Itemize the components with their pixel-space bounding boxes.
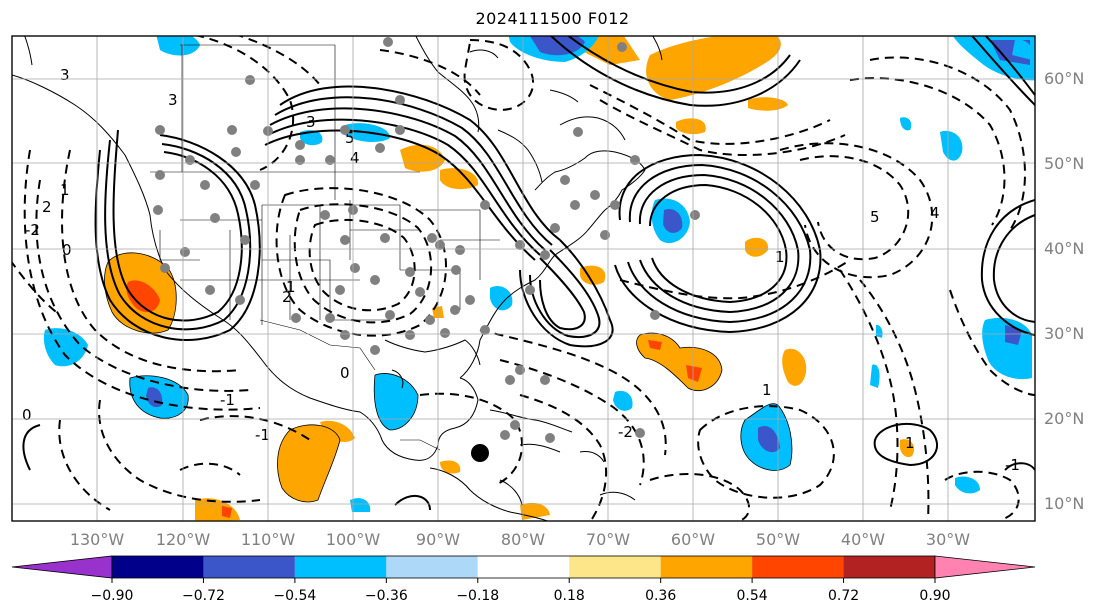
contour-label: 0 <box>22 406 32 424</box>
contour-label: 1 <box>762 381 772 399</box>
latitude-labels: 60°N 50°N 40°N 30°N 20°N 10°N <box>1044 69 1084 513</box>
contour-label: -1 <box>255 426 270 444</box>
lon-label: 30°W <box>926 530 970 549</box>
contour-label: -1 <box>1005 456 1020 474</box>
colorbar-tick-label: 0.90 <box>919 588 950 604</box>
contour-label: 1 <box>775 248 785 266</box>
longitude-labels: 130°W 120°W 110°W 100°W 90°W 80°W 70°W 6… <box>70 530 970 549</box>
lon-label: 80°W <box>501 530 545 549</box>
map-panel: 3 3 2 1 0 5 4 3 2 1 0 -1 -2 5 4 1 -2 -1 … <box>11 35 1036 522</box>
colorbar-bin <box>294 556 387 578</box>
lon-label: 110°W <box>241 530 296 549</box>
coastlines <box>12 36 663 521</box>
colorbar-tick-label: −0.36 <box>365 588 408 604</box>
contour-label: 2 <box>282 288 292 306</box>
contour-label: -2 <box>618 423 633 441</box>
colorbar-tick-label: 0.18 <box>554 588 585 604</box>
colorbar-tick-label: 0.54 <box>737 588 768 604</box>
lon-label: 90°W <box>416 530 460 549</box>
map-title: 2024111500 F012 <box>475 9 630 28</box>
contour-label: 1 <box>286 278 296 296</box>
lon-label: 70°W <box>586 530 630 549</box>
colorbar-tick-label: 0.72 <box>828 588 859 604</box>
contour-label: 5 <box>870 208 880 226</box>
contour-label: 0 <box>62 241 72 259</box>
lon-label: 50°W <box>756 530 800 549</box>
contour-labels: 3 3 2 1 0 5 4 3 2 1 0 -1 -2 5 4 1 -2 -1 … <box>22 66 1020 474</box>
gridlines <box>12 36 1035 521</box>
contour-label: 3 <box>306 113 316 131</box>
contour-label: 4 <box>350 149 360 167</box>
lat-label: 20°N <box>1044 409 1084 428</box>
colorbar-bin <box>660 556 753 578</box>
colorbar-bin <box>386 556 478 578</box>
colorbar-bin <box>477 556 570 578</box>
colorbar-bin <box>752 556 844 578</box>
colorbar-tick-label: −0.72 <box>182 588 225 604</box>
location-marker <box>471 444 489 462</box>
colorbar-under-arrow <box>11 555 113 579</box>
contour-label: 0 <box>340 364 350 382</box>
lon-label: 130°W <box>70 530 125 549</box>
lat-label: 40°N <box>1044 239 1084 258</box>
solid-contours <box>22 36 1035 511</box>
dashed-contours <box>12 36 1035 521</box>
colorbar-tick-label: −0.54 <box>273 588 316 604</box>
colorbar-bin <box>203 556 295 578</box>
lat-label: 50°N <box>1044 154 1084 173</box>
colorbar-bin <box>569 556 661 578</box>
station-markers <box>153 37 700 443</box>
lat-label: 10°N <box>1044 494 1084 513</box>
contour-label: 4 <box>930 204 940 222</box>
colorbar-bins <box>111 555 936 579</box>
colorbar-ticks: −0.90 −0.72 −0.54 −0.36 −0.18 0.18 0.36 0.54 0.7… <box>91 578 951 604</box>
contour-label: 1 <box>905 434 915 452</box>
contour-label: 1 <box>60 181 70 199</box>
contour-label: 5 <box>345 129 355 147</box>
contour-label: 2 <box>42 198 52 216</box>
contour-label: 3 <box>60 66 70 84</box>
colorbar-bin <box>112 556 204 578</box>
lon-label: 100°W <box>326 530 381 549</box>
colorbar-tick-label: −0.18 <box>456 588 499 604</box>
contour-label: -1 <box>220 391 235 409</box>
colorbar: −0.90 −0.72 −0.54 −0.36 −0.18 0.18 0.36 0.54 0.7… <box>11 555 1036 604</box>
colorbar-tick-label: −0.90 <box>91 588 134 604</box>
lon-label: 120°W <box>156 530 211 549</box>
lat-label: 30°N <box>1044 324 1084 343</box>
lon-label: 40°W <box>841 530 885 549</box>
colorbar-over-arrow <box>934 555 1036 579</box>
contour-label: 3 <box>168 91 178 109</box>
contour-label: -2 <box>25 221 40 239</box>
colorbar-bin <box>843 556 935 578</box>
lon-label: 60°W <box>671 530 715 549</box>
lat-label: 60°N <box>1044 69 1084 88</box>
thin-fill-outlines <box>104 252 793 503</box>
colorbar-tick-label: 0.36 <box>645 588 676 604</box>
